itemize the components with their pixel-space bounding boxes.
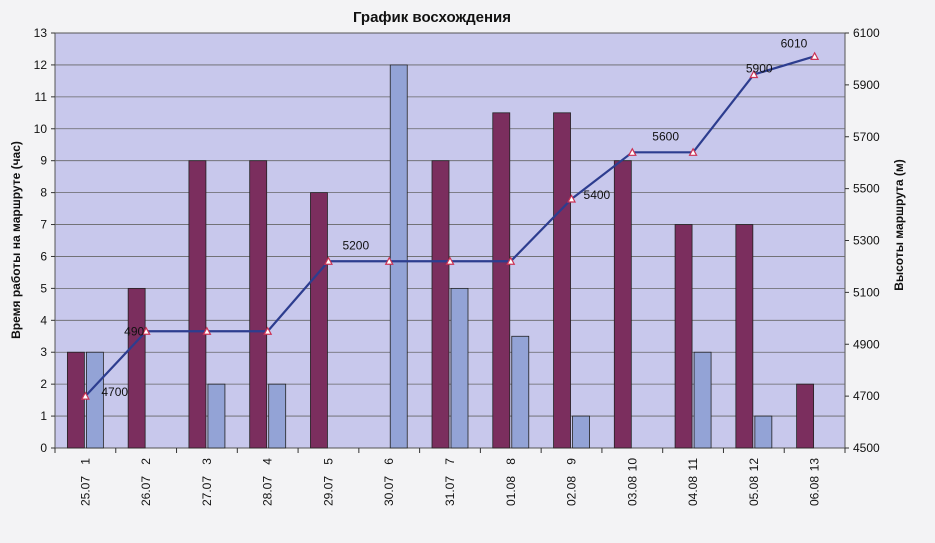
- bar-series-1: [431, 160, 450, 449]
- y-tick-label: 3: [40, 345, 47, 359]
- altitude-point: [749, 69, 759, 79]
- y-tick-label: 8: [40, 186, 47, 200]
- bar-series-2: [268, 383, 287, 449]
- bar-series-2: [207, 383, 226, 449]
- altitude-point: [506, 256, 516, 265]
- x-tick-label: 2: [139, 458, 153, 465]
- x-tick-label: 6: [382, 458, 396, 465]
- bar-series-1: [796, 383, 815, 449]
- y2-tick-label: 5500: [853, 182, 880, 196]
- y2-tick-label: 5100: [853, 285, 880, 299]
- y-axis-label: Время работы на маршруте (час): [9, 141, 23, 339]
- x-tick-label: 3: [200, 458, 214, 465]
- bar-series-2: [85, 351, 104, 449]
- y-tick-label: 10: [34, 122, 48, 136]
- altitude-point: [688, 147, 698, 156]
- altitude-point: [323, 256, 333, 265]
- x-tick-label: 4: [261, 458, 275, 465]
- x-tick-label: 9: [565, 458, 579, 465]
- chart-title: График восхождения: [353, 9, 511, 26]
- x-tick-label: 12: [747, 458, 761, 472]
- x-date-label: 26.07: [139, 476, 153, 506]
- x-date-label: 25.07: [78, 476, 92, 506]
- y2-tick-label: 4900: [853, 337, 880, 351]
- altitude-point: [80, 391, 90, 400]
- y2-tick-label: 5700: [853, 130, 880, 144]
- y2-tick-label: 4500: [853, 441, 880, 455]
- bar-series-2: [389, 64, 408, 449]
- bar-series-2: [572, 415, 590, 449]
- x-date-label: 04.08: [686, 476, 700, 506]
- bar-series-1: [66, 351, 85, 449]
- bar-series-2: [754, 415, 773, 449]
- x-date-label: 30.07: [382, 476, 396, 506]
- altitude-point: [810, 51, 820, 60]
- data-label: 5900: [746, 62, 773, 76]
- x-date-label: 02.08: [565, 476, 579, 506]
- bar-series-1: [127, 287, 146, 449]
- bar-series-1: [735, 224, 754, 449]
- x-tick-label: 10: [625, 458, 639, 472]
- x-tick-label: 11: [686, 458, 700, 471]
- data-label: 490: [124, 324, 144, 338]
- bar-series-2: [450, 287, 469, 449]
- y2-tick-label: 6100: [853, 26, 880, 40]
- x-tick-label: 7: [443, 458, 457, 465]
- altitude-point: [384, 256, 394, 265]
- bar-series-1: [674, 224, 693, 449]
- bar-series-1: [310, 192, 328, 449]
- bar-series-1: [613, 160, 632, 449]
- x-tick-label: 1: [78, 458, 92, 465]
- altitude-point: [567, 194, 577, 203]
- y-tick-label: 6: [40, 249, 47, 263]
- bar-series-2: [511, 335, 530, 449]
- y-tick-label: 7: [40, 218, 47, 232]
- y-tick-label: 5: [40, 281, 47, 295]
- x-date-label: 01.08: [504, 476, 518, 506]
- plot-area: [54, 32, 846, 449]
- y2-tick-label: 5900: [853, 78, 880, 92]
- x-date-label: 03.08: [625, 476, 639, 506]
- data-label: 5600: [652, 129, 679, 143]
- bar-series-1: [188, 160, 207, 449]
- altitude-point: [202, 326, 212, 335]
- data-label: 5400: [584, 188, 611, 202]
- y2-tick-label: 5300: [853, 234, 880, 248]
- y-tick-label: 4: [40, 313, 47, 327]
- x-date-label: 28.07: [261, 476, 275, 506]
- y-tick-label: 9: [40, 154, 47, 168]
- x-tick-label: 13: [808, 458, 822, 472]
- y-tick-label: 1: [40, 409, 47, 423]
- y2-tick-label: 4700: [853, 389, 880, 403]
- y-tick-label: 2: [40, 377, 47, 391]
- y-tick-label: 13: [34, 26, 48, 40]
- x-date-label: 31.07: [443, 476, 457, 506]
- bar-series-2: [693, 351, 712, 449]
- data-label: 5200: [342, 238, 369, 252]
- bar-series-1: [553, 112, 571, 449]
- data-label: 6010: [781, 36, 808, 50]
- bar-series-1: [492, 112, 511, 449]
- x-date-label: 05.08: [747, 476, 761, 506]
- altitude-point: [141, 326, 151, 335]
- x-tick-label: 5: [321, 458, 335, 465]
- altitude-point: [263, 326, 273, 335]
- y-tick-label: 0: [40, 441, 47, 455]
- x-tick-label: 8: [504, 458, 518, 465]
- y-tick-label: 12: [34, 58, 48, 72]
- x-date-label: 06.08: [808, 476, 822, 506]
- y-tick-label: 11: [35, 90, 48, 104]
- altitude-point: [445, 256, 455, 265]
- x-date-label: 27.07: [200, 476, 214, 506]
- y2-axis-label: Высоты маршрута (м): [892, 159, 906, 291]
- altitude-point: [627, 147, 637, 156]
- data-label: 4700: [101, 385, 128, 399]
- bar-series-1: [249, 160, 268, 449]
- x-date-label: 29.07: [321, 476, 335, 506]
